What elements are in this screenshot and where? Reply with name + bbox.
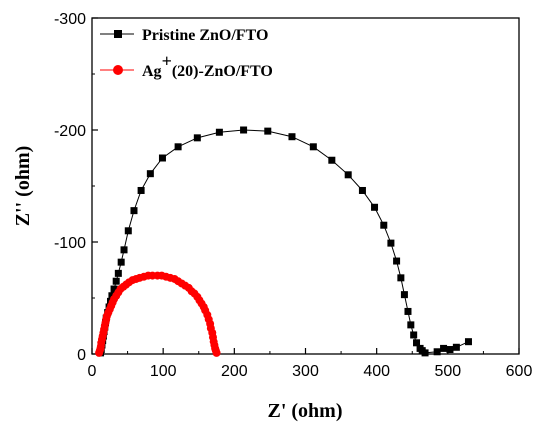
legend-label-series-2-sup: +: [162, 51, 172, 71]
data-point: [124, 227, 132, 235]
data-point: [110, 285, 118, 293]
y-axis-title: Z'' (ohm): [12, 146, 34, 227]
series-1: [97, 126, 472, 357]
data-point: [410, 331, 418, 339]
series-line: [100, 129, 469, 354]
data-point: [264, 127, 272, 135]
data-point: [387, 239, 395, 247]
y-tick-label: -200: [54, 123, 86, 140]
data-point: [137, 186, 145, 194]
data-point: [407, 321, 415, 329]
legend-label-series-2-main: Ag: [142, 63, 162, 80]
x-axis-title: Z' (ohm): [268, 400, 343, 422]
data-point: [130, 207, 138, 215]
data-point: [240, 126, 248, 134]
series-layer: [95, 126, 472, 357]
data-point: [212, 348, 221, 357]
data-point: [328, 156, 336, 164]
x-tick-label: 400: [363, 363, 390, 380]
legend-label-series-2: Ag+(20)-ZnO/FTO: [142, 51, 273, 80]
data-point: [114, 269, 122, 277]
axis-ticks: 0 100 200 300 400 500 600 0 -100 -200 -300: [54, 11, 532, 380]
y-tick-label: -300: [54, 11, 86, 28]
data-point: [112, 277, 120, 285]
data-point: [193, 134, 201, 142]
data-point: [464, 338, 472, 346]
data-point: [371, 203, 379, 211]
data-point: [433, 348, 441, 356]
x-tick-label: 500: [434, 363, 461, 380]
x-tick-label: 0: [88, 363, 97, 380]
data-point: [393, 257, 401, 265]
x-tick-label: 600: [506, 363, 533, 380]
data-point: [158, 154, 166, 162]
data-point: [309, 143, 317, 151]
legend: Pristine ZnO/FTO Ag+(20)-ZnO/FTO: [100, 27, 273, 80]
legend-marker-series-2: [113, 65, 123, 75]
data-point: [288, 133, 296, 141]
y-tick-label: 0: [77, 347, 86, 364]
y-tick-label: -100: [54, 235, 86, 252]
x-tick-label: 300: [292, 363, 319, 380]
data-point: [358, 186, 366, 194]
data-point: [452, 343, 460, 351]
data-point: [215, 128, 223, 136]
data-point: [397, 274, 405, 282]
legend-label-series-1: Pristine ZnO/FTO: [142, 27, 268, 44]
x-tick-label: 200: [221, 363, 248, 380]
data-point: [117, 258, 125, 266]
series-2: [95, 271, 221, 357]
data-point: [404, 307, 412, 315]
x-tick-label: 100: [150, 363, 177, 380]
data-point: [146, 170, 154, 178]
data-point: [446, 346, 454, 354]
data-point: [344, 171, 352, 179]
legend-marker-series-1: [114, 30, 122, 38]
legend-label-series-2-rest: (20)-ZnO/FTO: [172, 63, 273, 80]
data-point: [421, 349, 429, 357]
data-point: [400, 291, 408, 299]
data-point: [120, 246, 128, 254]
data-point: [440, 344, 448, 352]
data-point: [380, 221, 388, 229]
data-point: [174, 143, 182, 151]
data-point: [413, 339, 421, 347]
